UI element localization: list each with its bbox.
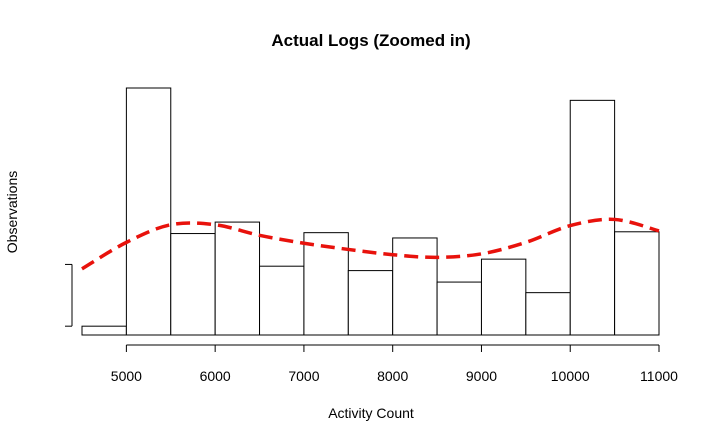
histogram-bar-6 bbox=[347, 270, 394, 336]
histogram-bar-7 bbox=[392, 237, 438, 336]
x-tick-label-3: 8000 bbox=[377, 368, 408, 384]
chart-title: Actual Logs (Zoomed in) bbox=[271, 31, 470, 50]
y-axis-label: Observations bbox=[4, 171, 20, 253]
x-tick-label-4: 9000 bbox=[466, 368, 497, 384]
histogram-bar-5 bbox=[303, 232, 349, 336]
x-axis: 5000 6000 7000 8000 9000 10000 11000 bbox=[111, 344, 678, 384]
histogram-bar-4 bbox=[259, 265, 305, 336]
x-tick-label-0: 5000 bbox=[111, 368, 142, 384]
histogram-bar-9 bbox=[480, 258, 527, 336]
x-tick-label-2: 7000 bbox=[288, 368, 319, 384]
histogram-bar-12 bbox=[614, 231, 660, 336]
histogram-bar-1 bbox=[125, 87, 172, 336]
histogram-bar-11 bbox=[569, 99, 616, 336]
histogram-bar-3 bbox=[214, 221, 261, 336]
density-curve bbox=[81, 217, 660, 271]
histogram-bars bbox=[81, 87, 660, 336]
x-tick-label-6: 11000 bbox=[640, 368, 678, 384]
x-tick-label-5: 10000 bbox=[551, 368, 590, 384]
y-axis bbox=[65, 263, 73, 327]
histogram-bar-2 bbox=[170, 233, 216, 336]
x-axis-label: Activity Count bbox=[328, 405, 414, 421]
x-tick-label-1: 6000 bbox=[200, 368, 231, 384]
histogram-bar-8 bbox=[436, 281, 482, 336]
histogram-bar-0 bbox=[81, 325, 127, 336]
histogram-bar-10 bbox=[525, 292, 571, 336]
